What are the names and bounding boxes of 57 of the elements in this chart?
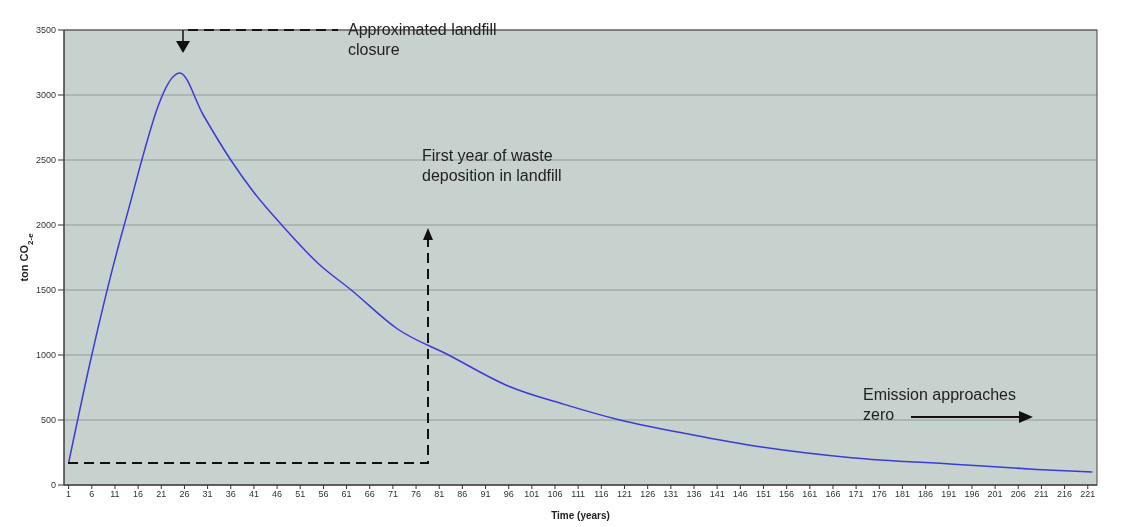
x-tick-label: 141 bbox=[709, 489, 725, 500]
x-tick-label: 11 bbox=[110, 489, 120, 500]
x-axis-title: Time (years) bbox=[551, 510, 610, 521]
y-tick-label: 2500 bbox=[35, 155, 56, 166]
y-tick-label: 0 bbox=[50, 480, 56, 491]
x-tick-label: 1 bbox=[66, 489, 72, 500]
x-tick-label: 86 bbox=[457, 489, 468, 500]
x-tick-label: 146 bbox=[732, 489, 748, 500]
x-tick-label: 16 bbox=[133, 489, 144, 500]
x-tick-label: 166 bbox=[825, 489, 841, 500]
y-tick-label: 3000 bbox=[35, 90, 56, 101]
x-tick-label: 191 bbox=[941, 489, 957, 500]
x-tick-label: 56 bbox=[318, 489, 329, 500]
x-tick-label: 116 bbox=[594, 489, 609, 500]
x-tick-label: 91 bbox=[480, 489, 491, 500]
x-tick-label: 211 bbox=[1034, 489, 1049, 500]
x-tick-label: 31 bbox=[202, 489, 213, 500]
x-tick-label: 216 bbox=[1057, 489, 1073, 500]
x-tick-label: 126 bbox=[640, 489, 656, 500]
y-tick-label: 1000 bbox=[35, 350, 56, 361]
x-tick-label: 201 bbox=[987, 489, 1003, 500]
x-tick-label: 76 bbox=[411, 489, 422, 500]
x-tick-label: 51 bbox=[295, 489, 306, 500]
x-tick-label: 61 bbox=[341, 489, 352, 500]
x-tick-label: 121 bbox=[616, 489, 633, 500]
x-tick-label: 206 bbox=[1010, 489, 1026, 500]
x-tick-label: 71 bbox=[387, 489, 398, 500]
x-tick-label: 131 bbox=[663, 489, 679, 500]
y-tick-label: 1500 bbox=[35, 285, 56, 296]
annotation: Emission approaches zero bbox=[863, 385, 1017, 425]
x-tick-label: 171 bbox=[848, 489, 864, 500]
x-tick-label: 41 bbox=[248, 489, 259, 500]
x-tick-label: 81 bbox=[434, 489, 445, 500]
x-tick-label: 101 bbox=[524, 489, 540, 500]
x-tick-label: 221 bbox=[1080, 489, 1096, 500]
x-tick-label: 96 bbox=[503, 489, 514, 500]
y-tick-label: 2000 bbox=[35, 220, 56, 231]
x-tick-label: 26 bbox=[179, 489, 190, 500]
x-tick-label: 111 bbox=[571, 489, 586, 500]
x-tick-label: 181 bbox=[894, 489, 910, 500]
x-tick-label: 156 bbox=[779, 489, 795, 500]
y-tick-label: 3500 bbox=[35, 25, 56, 36]
x-tick-label: 196 bbox=[964, 489, 980, 500]
x-tick-label: 6 bbox=[89, 489, 95, 500]
x-tick-label: 21 bbox=[156, 489, 167, 500]
annotation: Approximated landfill closure bbox=[348, 20, 498, 60]
x-tick-label: 176 bbox=[871, 489, 887, 500]
x-tick-label: 151 bbox=[755, 489, 771, 500]
x-tick-label: 66 bbox=[364, 489, 375, 500]
x-tick-label: 136 bbox=[686, 489, 702, 500]
x-tick-label: 161 bbox=[802, 489, 818, 500]
x-tick-label: 36 bbox=[225, 489, 236, 500]
y-tick-label: 500 bbox=[40, 415, 56, 426]
x-tick-label: 106 bbox=[547, 489, 563, 500]
x-tick-label: 46 bbox=[272, 489, 283, 500]
x-tick-label: 186 bbox=[918, 489, 934, 500]
annotation: First year of waste deposition in landfill bbox=[422, 146, 563, 186]
